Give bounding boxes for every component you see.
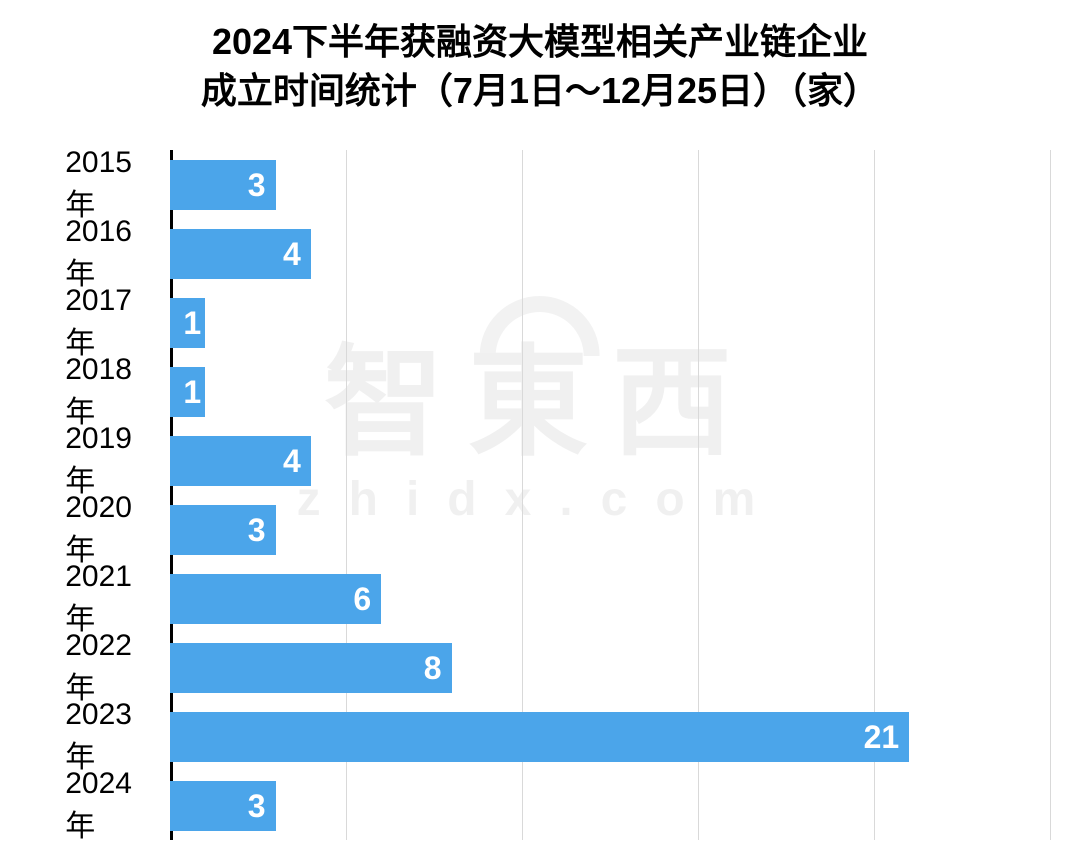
bar: 21 — [170, 712, 909, 762]
bar-value-label: 4 — [283, 443, 301, 480]
y-axis-label: 2019年 — [65, 436, 132, 486]
bar-value-label: 21 — [864, 719, 900, 756]
bar: 3 — [170, 781, 276, 831]
bar-value-label: 8 — [424, 650, 442, 687]
bar-value-label: 1 — [183, 305, 201, 342]
y-axis-label: 2023年 — [65, 712, 132, 762]
plot-area: 2015年32016年42017年12018年12019年42020年32021… — [170, 150, 1050, 840]
y-axis-label: 2022年 — [65, 643, 132, 693]
bar-value-label: 1 — [183, 374, 201, 411]
bar: 6 — [170, 574, 381, 624]
chart-container: 2024下半年获融资大模型相关产业链企业 成立时间统计（7月1日～12月25日）… — [0, 0, 1080, 859]
y-axis-label: 2018年 — [65, 367, 132, 417]
chart-title-line-1: 2024下半年获融资大模型相关产业链企业 — [0, 18, 1080, 67]
y-axis-label: 2017年 — [65, 298, 132, 348]
grid-line — [1050, 150, 1051, 840]
bar-value-label: 6 — [353, 581, 371, 618]
y-axis-label: 2024年 — [65, 781, 132, 831]
bar: 8 — [170, 643, 452, 693]
bar: 4 — [170, 436, 311, 486]
bar: 1 — [170, 367, 205, 417]
bar-value-label: 3 — [248, 167, 266, 204]
bar-value-label: 3 — [248, 788, 266, 825]
y-axis-label: 2020年 — [65, 505, 132, 555]
bar-value-label: 4 — [283, 236, 301, 273]
bar: 1 — [170, 298, 205, 348]
chart-title-line-2: 成立时间统计（7月1日～12月25日）（家） — [0, 67, 1080, 116]
chart-title: 2024下半年获融资大模型相关产业链企业 成立时间统计（7月1日～12月25日）… — [0, 18, 1080, 115]
bar: 3 — [170, 505, 276, 555]
bar: 4 — [170, 229, 311, 279]
y-axis-label: 2015年 — [65, 160, 132, 210]
y-axis-label: 2016年 — [65, 229, 132, 279]
bar-value-label: 3 — [248, 512, 266, 549]
bar: 3 — [170, 160, 276, 210]
y-axis-label: 2021年 — [65, 574, 132, 624]
